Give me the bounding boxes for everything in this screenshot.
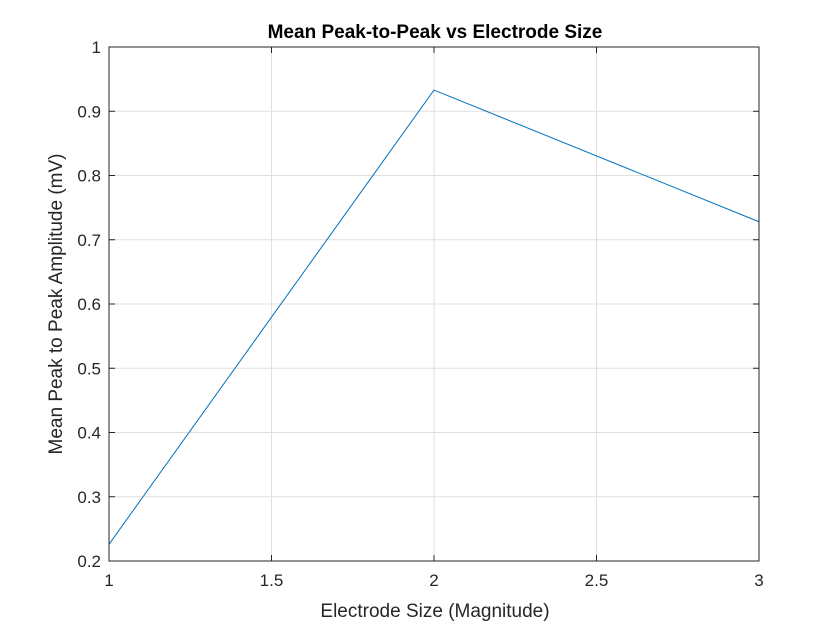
- y-axis-label: Mean Peak to Peak Amplitude (mV): [46, 154, 67, 455]
- y-tick-label: 0.7: [77, 231, 101, 250]
- x-tick-label: 1: [104, 571, 113, 590]
- y-tick-label: 0.9: [77, 102, 101, 121]
- y-tick-label: 0.8: [77, 167, 101, 186]
- grid-lines: [108, 46, 760, 562]
- series-layer: [108, 89, 760, 545]
- x-tick-label: 2.5: [585, 571, 609, 590]
- y-tick-label: 0.5: [77, 359, 101, 378]
- y-tick-label: 1: [92, 38, 101, 57]
- y-tick-label: 0.2: [77, 552, 101, 571]
- series-line: [108, 89, 760, 545]
- chart-title: Mean Peak-to-Peak vs Electrode Size: [268, 22, 603, 43]
- y-tick-labels: 0.2 0.3 0.4 0.5 0.6 0.7 0.8 0.9 1: [77, 38, 101, 571]
- y-tick-label: 0.3: [77, 488, 101, 507]
- x-tick-label: 1.5: [260, 571, 284, 590]
- x-axis-label: Electrode Size (Magnitude): [320, 601, 549, 622]
- x-tick-label: 3: [754, 571, 763, 590]
- x-tick-label: 2: [429, 571, 438, 590]
- ticks: [108, 46, 760, 562]
- y-tick-label: 0.4: [77, 424, 101, 443]
- y-tick-label: 0.6: [77, 295, 101, 314]
- x-tick-labels: 1 1.5 2 2.5 3: [104, 571, 763, 590]
